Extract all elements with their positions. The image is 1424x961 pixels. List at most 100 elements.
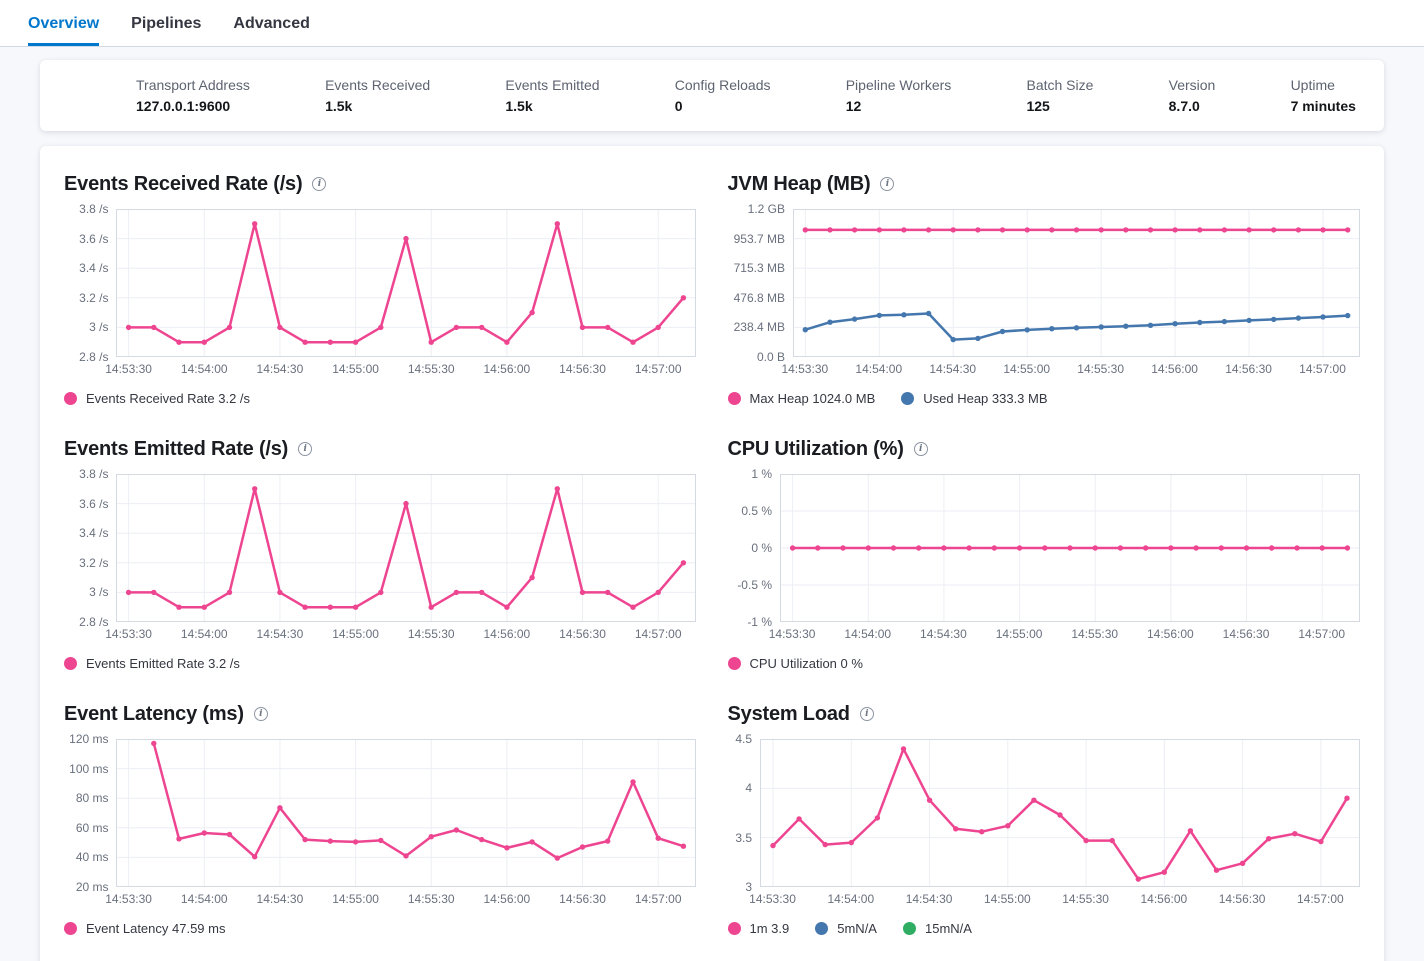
- info-icon[interactable]: i: [312, 177, 327, 191]
- stat-label: Config Reloads: [674, 77, 771, 93]
- x-axis-label: 14:54:30: [256, 627, 304, 641]
- chart-canvas-system-load: [759, 739, 1360, 887]
- legend-label: 1m 3.9: [749, 920, 790, 936]
- info-icon[interactable]: i: [880, 177, 895, 191]
- x-axis-labels: 14:53:30 14:54:00 14:54:30 14:55:00 14:55:30…: [105, 362, 697, 378]
- x-axis-labels: 14:53:30 14:54:00 14:54:30 14:55:00 14:55:30…: [769, 627, 1361, 643]
- stat-value: 8.7.0: [1168, 98, 1200, 114]
- x-axis-labels: 14:53:30 14:54:00 14:54:30 14:55:00 14:55:30…: [105, 627, 697, 643]
- x-axis-label: 14:53:30: [781, 362, 829, 376]
- legend-label: Event Latency 47.59 ms: [86, 920, 226, 936]
- x-axis-label: 14:57:00: [634, 892, 682, 906]
- tab-pipelines[interactable]: Pipelines: [131, 15, 202, 32]
- stat-batch-size: Batch Size 125: [1026, 77, 1093, 114]
- x-axis-labels: 14:53:30 14:54:00 14:54:30 14:55:00 14:55:30…: [749, 892, 1361, 908]
- x-axis-label: 14:56:30: [1218, 892, 1266, 906]
- y-axis-label: 3.2 /s: [79, 290, 109, 305]
- y-axis-label: 0.0 B: [756, 350, 785, 364]
- stat-label: Uptime: [1290, 77, 1335, 93]
- x-axis-label: 14:54:00: [180, 892, 228, 906]
- page-content: Transport Address 127.0.0.1:9600 Events Re…: [0, 47, 1424, 961]
- y-axis-label: 3 /s: [89, 585, 109, 600]
- y-axis-label: 3.2 /s: [79, 555, 109, 570]
- info-icon[interactable]: i: [859, 707, 874, 721]
- stat-events-received: Events Received 1.5k: [325, 77, 430, 114]
- chart-canvas-events-emitted-rate: [116, 474, 696, 622]
- chart-legend: CPU Utilization 0 %: [727, 654, 1361, 672]
- stat-version: Version 8.7.0: [1169, 77, 1216, 114]
- x-axis-label: 14:55:30: [407, 362, 455, 376]
- chart-zone: 120 ms 100 ms 80 ms 60 ms 40 ms 20 ms 14:53:30…: [69, 732, 697, 908]
- y-axis-label: 476.8 MB: [733, 290, 785, 305]
- chart-title: JVM Heap (MB): [727, 172, 871, 195]
- legend-dot-icon: [901, 391, 915, 405]
- x-axis-label: 14:55:30: [407, 627, 455, 641]
- legend-item[interactable]: Events Emitted Rate 3.2 /s: [64, 656, 240, 671]
- charts-grid: Events Received Rate (/s) i 3.8 /s 3.6 /s 3.…: [64, 172, 1360, 937]
- legend-item[interactable]: Used Heap 333.3 MB: [901, 390, 1048, 406]
- stat-value: 127.0.0.1:9600: [136, 98, 231, 114]
- chart-plot-area: 3.8 /s 3.6 /s 3.4 /s 3.2 /s 3 /s 2.8 /s: [79, 467, 697, 629]
- x-axis-label: 14:54:00: [844, 627, 892, 641]
- stat-value: 1.5k: [505, 98, 533, 114]
- y-axis-label: 80 ms: [75, 791, 109, 806]
- stat-transport-address: Transport Address 127.0.0.1:9600: [136, 77, 250, 114]
- chart-title-row: System Load i: [728, 702, 1361, 726]
- x-axis-labels: 14:53:30 14:54:00 14:54:30 14:55:00 14:55:30…: [781, 362, 1361, 378]
- stat-events-emitted: Events Emitted 1.5k: [505, 77, 599, 114]
- legend-item[interactable]: Max Heap 1024.0 MB: [727, 391, 875, 406]
- legend-label: CPU Utilization 0 %: [749, 655, 863, 671]
- stat-label: Version: [1168, 77, 1216, 93]
- legend-item[interactable]: CPU Utilization 0 %: [727, 655, 863, 671]
- series-1m: [769, 746, 1350, 882]
- info-icon[interactable]: i: [913, 442, 928, 456]
- info-icon[interactable]: i: [253, 707, 268, 721]
- chart-title: System Load: [727, 702, 850, 725]
- x-axis-label: 14:53:30: [749, 892, 796, 906]
- legend-dot-icon: [64, 656, 77, 670]
- series-max-heap: [802, 227, 1350, 233]
- legend-label: Events Emitted Rate 3.2 /s: [86, 655, 240, 671]
- x-axis-label: 14:56:30: [559, 362, 606, 376]
- legend-item[interactable]: Event Latency 47.59 ms: [64, 921, 225, 936]
- x-axis-label: 14:54:00: [827, 892, 875, 906]
- legend-dot-icon: [727, 391, 741, 405]
- x-axis-label: 14:54:30: [929, 362, 977, 376]
- x-axis-label: 14:54:30: [256, 362, 304, 376]
- x-axis-label: 14:54:30: [905, 892, 953, 906]
- info-icon[interactable]: i: [298, 442, 313, 456]
- y-axis-label: 3.8 /s: [79, 467, 109, 481]
- legend-dot-icon: [815, 921, 829, 935]
- chart-panel-events-emitted-rate: Events Emitted Rate (/s) i 3.8 /s 3.6 /s 3.4…: [64, 437, 697, 672]
- chart-plot-area: 1.2 GB 953.7 MB 715.3 MB 476.8 MB 238.4 MB 0.…: [734, 202, 1361, 364]
- summary-status-bar: Transport Address 127.0.0.1:9600 Events Re…: [40, 60, 1384, 131]
- legend-item[interactable]: 15mN/A: [902, 921, 972, 936]
- stat-uptime: Uptime 7 minutes: [1291, 77, 1356, 114]
- chart-panel-system-load: System Load i 4.5 4 3.5 3 14:53:30 14:54:00 14:5…: [727, 702, 1361, 937]
- tab-overview[interactable]: Overview: [28, 15, 100, 46]
- legend-item[interactable]: Events Received Rate 3.2 /s: [64, 391, 250, 406]
- y-axis-label: 3.5: [735, 830, 752, 845]
- y-axis-label: 4: [745, 781, 752, 796]
- y-axis-label: 20 ms: [75, 880, 109, 894]
- series-event-latency: [151, 740, 687, 861]
- chart-panel-events-received-rate: Events Received Rate (/s) i 3.8 /s 3.6 /s 3.…: [64, 172, 697, 407]
- x-axis-label: 14:56:00: [1151, 362, 1198, 376]
- y-axis-label: 953.7 MB: [733, 231, 785, 246]
- x-axis-label: 14:55:30: [1062, 892, 1109, 906]
- stat-label: Pipeline Workers: [845, 77, 952, 93]
- x-axis-label: 14:55:00: [332, 892, 379, 906]
- stat-label: Batch Size: [1026, 77, 1094, 93]
- tab-advanced[interactable]: Advanced: [233, 15, 310, 32]
- x-axis-label: 14:53:30: [105, 627, 152, 641]
- x-axis-labels: 14:53:30 14:54:00 14:54:30 14:55:00 14:55:30…: [105, 892, 697, 908]
- legend-item[interactable]: 5mN/A: [815, 921, 877, 936]
- stat-value: 1.5k: [325, 98, 353, 114]
- y-axis-label: 3.8 /s: [79, 202, 109, 216]
- stat-config-reloads: Config Reloads 0: [675, 77, 771, 114]
- legend-item[interactable]: 1m 3.9: [727, 920, 790, 936]
- y-axis-label: 4.5: [735, 732, 752, 746]
- legend-label: Used Heap 333.3 MB: [923, 390, 1048, 406]
- y-axis-label: 40 ms: [75, 850, 109, 865]
- chart-canvas-jvm-heap: [792, 209, 1360, 357]
